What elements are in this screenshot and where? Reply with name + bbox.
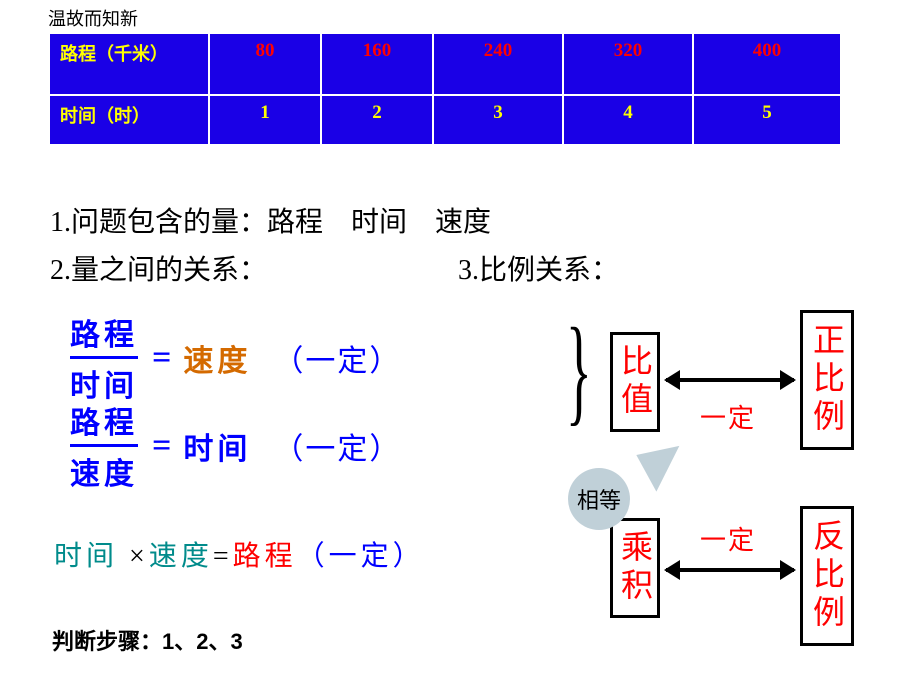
- equals-sign: =: [152, 339, 171, 376]
- label-yiding-1: 一定: [700, 398, 756, 435]
- eq3-part: 时间: [54, 541, 129, 572]
- label-yiding-2: 一定: [700, 520, 756, 557]
- question-2: 2.量之间的关系：: [50, 248, 267, 288]
- equals-sign: =: [152, 427, 171, 464]
- page-title: 温故而知新: [48, 5, 138, 31]
- eq3-part: 速度: [149, 541, 213, 572]
- box-chengji: 乘积: [610, 518, 660, 618]
- double-arrow-icon: [666, 568, 794, 572]
- eq3-part: =: [213, 541, 233, 572]
- brace-icon: }: [566, 310, 592, 430]
- eq2-note: （一定）: [273, 433, 401, 466]
- question-3: 3.比例关系：: [458, 248, 619, 288]
- q1-items: 路程 时间 速度: [267, 207, 491, 238]
- equation-3: 时间 ×速度=路程（一定）: [54, 534, 425, 574]
- eq1-note: （一定）: [273, 345, 401, 378]
- fraction-bar: [70, 356, 138, 359]
- eq2-denominator: 速度: [70, 449, 138, 493]
- question-1: 1.问题包含的量：路程 时间 速度: [50, 200, 491, 240]
- callout-triangle-icon: [636, 446, 687, 494]
- judge-steps: 判断步骤：1、2、3: [52, 624, 243, 656]
- eq2-result: 时间: [183, 433, 251, 466]
- table-cell: 160: [321, 33, 433, 95]
- relation-diagram: } 比值 乘积 正比例 反比例 一定 一定 相等: [580, 320, 900, 660]
- judge-numbers: 1、2、3: [162, 629, 243, 654]
- label-xiangdeng: 相等: [568, 468, 630, 530]
- eq3-part: ×: [129, 541, 149, 572]
- fraction-bar: [70, 444, 138, 447]
- q1-prefix: 1.问题包含的量：: [50, 207, 267, 238]
- table-cell: 3: [433, 95, 563, 145]
- table-cell: 4: [563, 95, 693, 145]
- box-bizhi: 比值: [610, 332, 660, 432]
- table-cell: 5: [693, 95, 841, 145]
- table-header-cell: 路程（千米）: [49, 33, 209, 95]
- eq1-numerator: 路程: [70, 310, 138, 354]
- double-arrow-icon: [666, 378, 794, 382]
- equation-2: 路程 速度 = 时间 （一定）: [70, 398, 401, 478]
- equation-1: 路程 时间 = 速度 （一定）: [70, 310, 401, 390]
- table-header-cell: 时间（时）: [49, 95, 209, 145]
- box-fanbili: 反比例: [800, 506, 854, 646]
- table-cell: 80: [209, 33, 321, 95]
- table-cell: 400: [693, 33, 841, 95]
- box-zhengbili: 正比例: [800, 310, 854, 450]
- table-cell: 240: [433, 33, 563, 95]
- eq3-part: （一定）: [297, 541, 425, 572]
- table-cell: 1: [209, 95, 321, 145]
- table-cell: 320: [563, 33, 693, 95]
- table-cell: 2: [321, 95, 433, 145]
- eq2-numerator: 路程: [70, 398, 138, 442]
- data-table: 路程（千米）80160240320400 时间（时）12345: [48, 32, 842, 146]
- judge-prefix: 判断步骤：: [52, 629, 162, 654]
- eq1-result: 速度: [183, 345, 251, 378]
- eq3-part: 路程: [233, 541, 297, 572]
